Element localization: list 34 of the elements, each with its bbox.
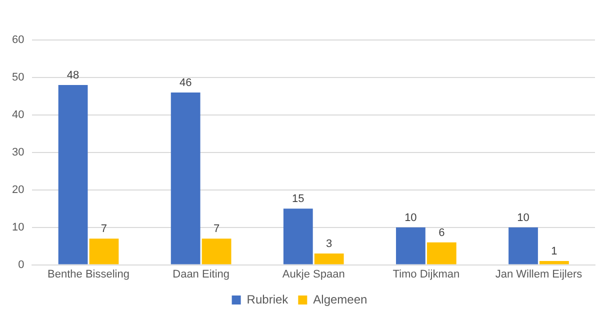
- x-tick-label: Benthe Bisseling: [48, 268, 130, 280]
- bar: [89, 238, 119, 264]
- data-label: 10: [404, 212, 417, 224]
- y-tick-label: 60: [12, 34, 24, 46]
- bar: [202, 238, 232, 264]
- y-tick-label: 30: [12, 146, 24, 158]
- data-label: 15: [292, 193, 304, 206]
- bar: [170, 92, 200, 264]
- y-tick-label: 40: [12, 108, 24, 121]
- data-label: 48: [66, 69, 80, 82]
- data-label: 7: [213, 223, 220, 236]
- bar: [58, 84, 88, 264]
- y-tick-label: 50: [12, 72, 24, 84]
- data-label: 46: [179, 76, 192, 89]
- legend-label: Rubriek: [246, 292, 290, 306]
- legend-label: Algemeen: [313, 292, 368, 306]
- bar: [508, 227, 538, 264]
- data-label: 3: [326, 238, 332, 250]
- y-tick-label: 0: [18, 258, 24, 271]
- data-label: 10: [517, 212, 530, 224]
- bar: [396, 227, 426, 264]
- data-label: 6: [438, 226, 445, 239]
- x-tick-label: Aukje Spaan: [282, 268, 345, 280]
- bar: [539, 261, 569, 264]
- y-tick-label: 10: [12, 221, 24, 234]
- bar: [283, 208, 313, 264]
- x-tick-label: Jan Willem Eijlers: [495, 268, 583, 280]
- bar: [314, 254, 344, 264]
- data-label: 1: [551, 246, 558, 258]
- x-tick-label: Daan Eiting: [172, 268, 230, 280]
- bar: [426, 242, 456, 264]
- y-tick-label: 20: [12, 184, 24, 196]
- x-tick-label: Timo Dijkman: [392, 268, 460, 280]
- data-label: 7: [100, 223, 108, 236]
